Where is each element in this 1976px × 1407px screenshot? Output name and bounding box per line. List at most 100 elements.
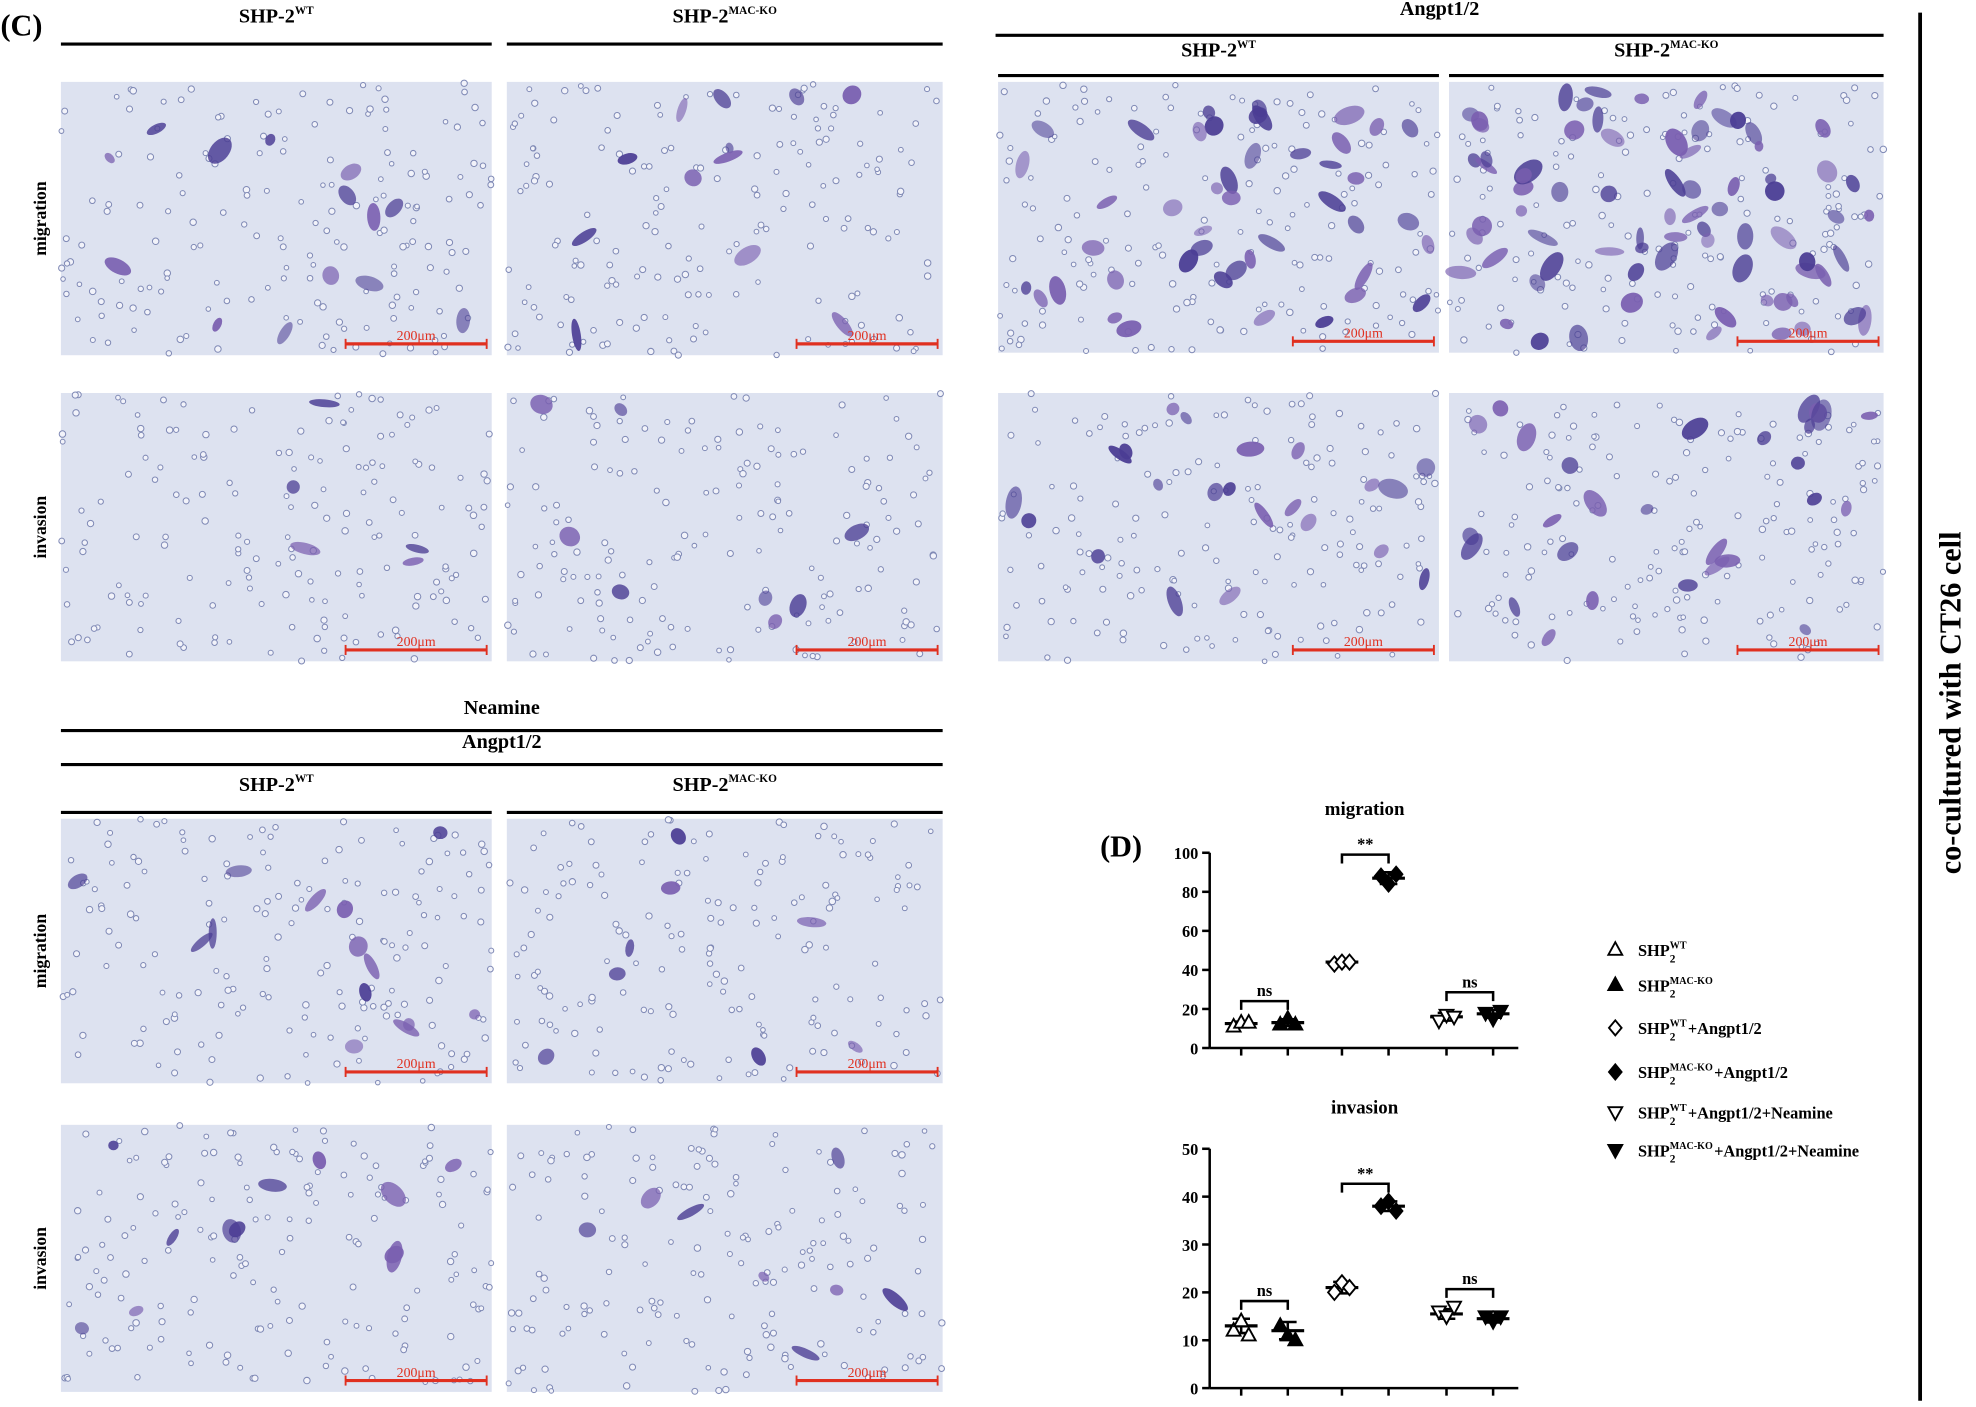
- pore: [705, 1154, 714, 1162]
- pore: [809, 1256, 815, 1262]
- cell: [1771, 327, 1792, 340]
- pore: [58, 264, 66, 272]
- pore: [1208, 279, 1216, 287]
- pore: [1552, 163, 1560, 171]
- pore: [877, 994, 884, 1001]
- pore: [310, 1031, 317, 1038]
- pore: [1812, 541, 1819, 547]
- pore: [1372, 85, 1379, 93]
- pore: [1291, 259, 1298, 266]
- pore: [605, 1123, 612, 1130]
- pore: [355, 917, 364, 926]
- pore: [1133, 566, 1141, 574]
- pore: [530, 844, 538, 852]
- pore: [856, 171, 863, 178]
- pore: [72, 409, 80, 417]
- pore: [914, 520, 922, 528]
- pore: [838, 838, 844, 845]
- cell: [277, 322, 293, 345]
- pore: [895, 313, 904, 322]
- micrograph-bg: [60, 818, 492, 1084]
- pore: [1479, 137, 1486, 144]
- significance-bracket: [1445, 991, 1495, 1002]
- pore: [1037, 562, 1045, 570]
- pore: [938, 1319, 946, 1327]
- pore: [836, 609, 844, 616]
- pore: [286, 1216, 293, 1223]
- cell: [1445, 265, 1477, 280]
- pore: [186, 574, 193, 581]
- cell: [1540, 252, 1564, 281]
- pore: [264, 284, 271, 291]
- pore: [1678, 538, 1685, 545]
- pore: [647, 630, 654, 637]
- pore: [401, 1315, 409, 1323]
- pore: [1427, 191, 1435, 198]
- pore: [1003, 623, 1011, 632]
- pore: [215, 114, 222, 121]
- pore: [801, 945, 809, 954]
- cell: [1634, 93, 1650, 105]
- micrograph-bg: [60, 1124, 492, 1392]
- cell: [445, 1158, 462, 1173]
- pore: [593, 421, 601, 430]
- pore: [1163, 151, 1169, 158]
- pore: [903, 1140, 911, 1148]
- pore: [870, 335, 877, 343]
- pore: [577, 261, 585, 269]
- pore: [926, 469, 933, 476]
- pore: [1834, 540, 1842, 548]
- pore: [808, 201, 816, 208]
- pore: [477, 201, 484, 209]
- pore: [1365, 141, 1373, 149]
- pore: [1727, 435, 1734, 442]
- pore: [61, 107, 69, 115]
- pore: [533, 152, 541, 159]
- pore: [1201, 544, 1210, 552]
- pore: [165, 350, 173, 357]
- pore: [1167, 104, 1175, 112]
- pore: [1683, 594, 1691, 601]
- pore: [1126, 591, 1135, 600]
- pore: [206, 1078, 214, 1086]
- pore: [641, 838, 649, 846]
- pore: [226, 639, 233, 645]
- pore: [706, 960, 714, 967]
- pore: [1857, 213, 1864, 220]
- legend-text: SHP: [1638, 1141, 1670, 1160]
- pore: [511, 120, 518, 127]
- pore: [393, 954, 401, 962]
- legend-sup: MAC-KO: [1670, 1141, 1713, 1152]
- pore: [1846, 426, 1853, 434]
- pore: [85, 1282, 94, 1291]
- pore: [809, 1047, 817, 1055]
- pore: [1413, 473, 1420, 480]
- pore: [467, 624, 475, 632]
- pore: [530, 303, 538, 311]
- pore: [1225, 578, 1231, 585]
- pore: [1525, 573, 1533, 581]
- pore: [697, 1271, 705, 1278]
- pore: [512, 597, 519, 604]
- pore: [175, 992, 183, 999]
- pore: [151, 237, 160, 246]
- pore: [1569, 284, 1576, 291]
- pore: [297, 427, 305, 435]
- pore: [162, 533, 169, 541]
- pore: [1274, 632, 1282, 640]
- pore: [779, 854, 786, 861]
- pore: [208, 1056, 216, 1064]
- cell: [1222, 482, 1236, 496]
- pore: [549, 539, 556, 546]
- pore: [546, 1021, 554, 1029]
- cell: [1620, 292, 1643, 313]
- pore: [1313, 454, 1321, 462]
- pore: [1589, 443, 1596, 451]
- pore: [352, 638, 360, 646]
- pore: [705, 1364, 712, 1371]
- pore: [1597, 172, 1605, 179]
- pore: [833, 983, 840, 990]
- pore: [874, 896, 880, 903]
- pore: [260, 132, 268, 140]
- pore: [505, 266, 512, 273]
